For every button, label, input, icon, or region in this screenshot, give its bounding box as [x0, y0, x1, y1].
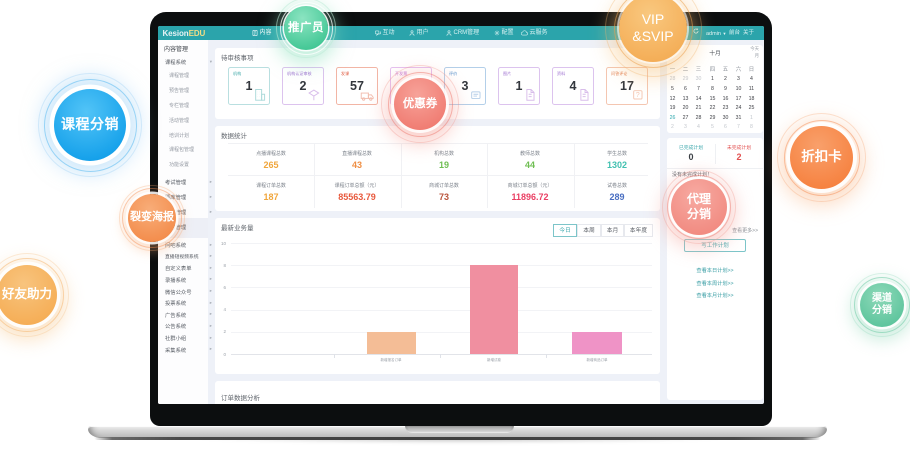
svg-text:?: ? — [635, 91, 639, 99]
